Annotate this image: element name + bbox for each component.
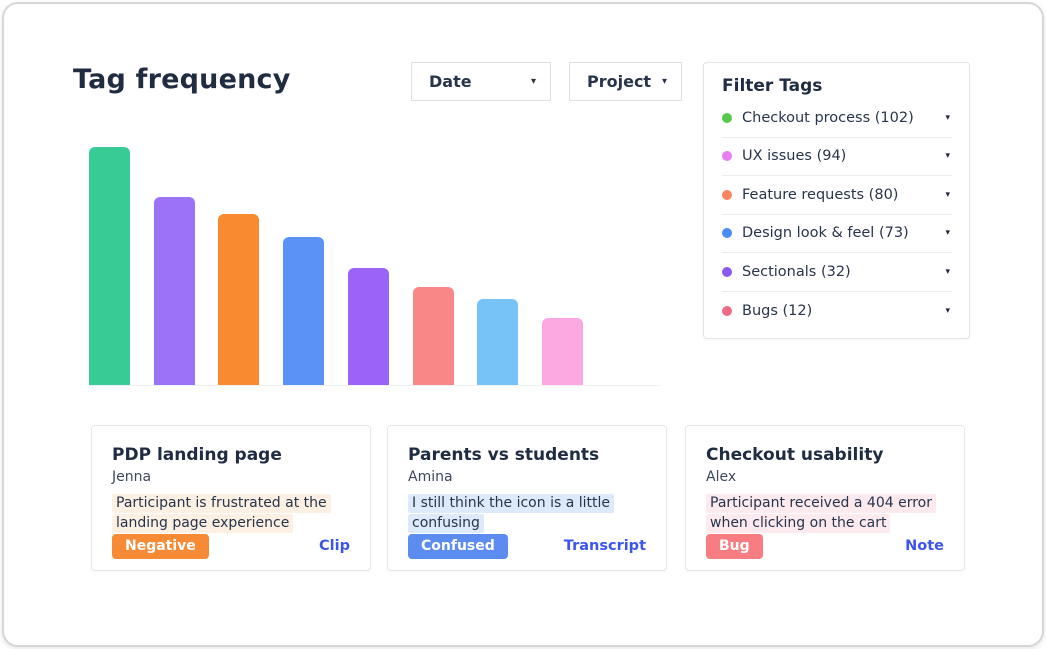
tag-color-dot <box>722 266 732 277</box>
chevron-down-icon[interactable]: ▾ <box>945 266 950 277</box>
filter-tag-label: Bugs (12) <box>742 302 813 319</box>
chevron-down-icon: ▾ <box>530 75 536 87</box>
date-dropdown[interactable]: Date ▾ <box>411 62 551 101</box>
bar-chart <box>89 147 583 385</box>
tag-color-dot <box>722 112 732 123</box>
card-title: Parents vs students <box>408 445 600 465</box>
filter-tag-row-sectionals[interactable]: Sectionals (32) ▾ <box>722 253 952 292</box>
insight-card-parents-vs-students: Parents vs students Amina I still think … <box>387 425 667 571</box>
chart-bar <box>412 287 454 385</box>
filter-tag-row-bugs[interactable]: Bugs (12) ▾ <box>722 292 952 331</box>
transcript-link[interactable]: Transcript <box>563 538 646 555</box>
tag-color-dot <box>722 189 732 200</box>
sentiment-badge: Negative <box>112 533 209 559</box>
filter-tag-row-feature-requests[interactable]: Feature requests (80) ▾ <box>722 176 952 215</box>
card-quote: Participant is frustrated at the landing… <box>112 494 342 534</box>
filter-tags-panel: Filter Tags Checkout process (102) ▾ UX … <box>703 62 970 339</box>
note-link[interactable]: Note <box>905 538 944 555</box>
project-dropdown[interactable]: Project ▾ <box>569 62 682 101</box>
tag-color-dot <box>722 151 732 162</box>
insight-card-checkout-usability: Checkout usability Alex Participant rece… <box>685 425 965 571</box>
filter-tag-label: UX issues (94) <box>742 148 847 165</box>
chart-bar <box>541 318 583 385</box>
chevron-down-icon[interactable]: ▾ <box>945 112 950 123</box>
chevron-down-icon[interactable]: ▾ <box>945 151 950 162</box>
filter-tag-label: Sectionals (32) <box>742 263 851 280</box>
card-author: Alex <box>706 469 737 485</box>
filter-tag-label: Feature requests (80) <box>742 186 899 203</box>
project-dropdown-label: Project <box>587 72 652 91</box>
filter-tag-label: Checkout process (102) <box>742 109 914 126</box>
tag-color-dot <box>722 305 732 316</box>
insight-card-pdp-landing-page: PDP landing page Jenna Participant is fr… <box>91 425 371 571</box>
card-quote: I still think the icon is a little confu… <box>408 494 638 534</box>
card-footer: Bug Note <box>706 533 944 559</box>
page-title: Tag frequency <box>73 64 291 95</box>
sentiment-badge: Confused <box>408 533 508 559</box>
filter-tag-row-ux-issues[interactable]: UX issues (94) ▾ <box>722 138 952 176</box>
quote-highlight: Participant received a 404 error when cl… <box>706 494 936 533</box>
chevron-down-icon[interactable]: ▾ <box>945 305 950 316</box>
card-author: Amina <box>408 469 453 485</box>
chart-bar <box>153 197 195 385</box>
filter-tag-row-checkout-process[interactable]: Checkout process (102) ▾ <box>722 99 952 138</box>
chart-bar <box>477 299 519 385</box>
chart-baseline <box>89 385 660 386</box>
card-title: PDP landing page <box>112 445 282 465</box>
card-quote: Participant received a 404 error when cl… <box>706 494 936 534</box>
chart-bar <box>347 268 389 385</box>
tag-color-dot <box>722 228 732 239</box>
chart-bar <box>89 147 130 385</box>
quote-highlight: I still think the icon is a little confu… <box>408 494 614 533</box>
filter-tag-label: Design look & feel (73) <box>742 225 909 242</box>
sentiment-badge: Bug <box>706 533 763 559</box>
chevron-down-icon: ▾ <box>661 75 667 87</box>
chevron-down-icon[interactable]: ▾ <box>945 228 950 239</box>
clip-link[interactable]: Clip <box>319 538 350 555</box>
card-author: Jenna <box>112 469 152 485</box>
filter-tag-row-design-look-feel[interactable]: Design look & feel (73) ▾ <box>722 215 952 253</box>
card-footer: Negative Clip <box>112 533 350 559</box>
filter-panel-title: Filter Tags <box>722 76 823 96</box>
date-dropdown-label: Date <box>429 72 472 91</box>
card-footer: Confused Transcript <box>408 533 646 559</box>
quote-highlight: Participant is frustrated at the landing… <box>112 494 331 533</box>
chart-bar <box>218 214 260 385</box>
chevron-down-icon[interactable]: ▾ <box>945 189 950 200</box>
chart-bar <box>283 237 325 385</box>
card-title: Checkout usability <box>706 445 884 465</box>
